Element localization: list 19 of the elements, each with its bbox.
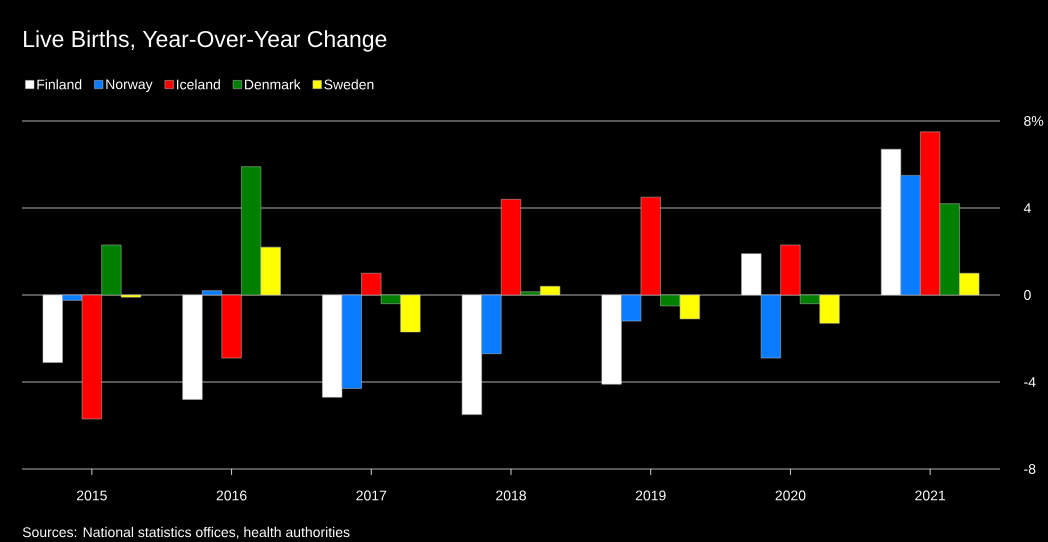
y-tick-label: -8 xyxy=(1024,464,1036,474)
x-tick-label: 2016 xyxy=(216,490,247,501)
x-tick-label: 2017 xyxy=(356,490,387,501)
y-tick-label: 4 xyxy=(1023,203,1031,213)
y-tick-label: -4 xyxy=(1024,377,1036,387)
x-tick-label: 2015 xyxy=(77,490,107,501)
source-note: Sources: National statistics offices, health authorities xyxy=(22,526,350,539)
y-tick-label: 8% xyxy=(1024,116,1044,126)
legend-label: Iceland xyxy=(176,79,220,90)
x-tick-label: 2018 xyxy=(496,490,526,501)
chart-title: Live Births, Year-Over-Year Change xyxy=(24,30,387,52)
x-tick-label: 2019 xyxy=(635,490,666,501)
x-tick-label: 2020 xyxy=(775,490,806,501)
legend-label: Sweden xyxy=(324,79,374,90)
legend-label: Finland xyxy=(37,79,82,90)
legend-label: Denmark xyxy=(245,79,301,90)
x-tick-label: 2021 xyxy=(915,490,946,501)
y-tick-label: 0 xyxy=(1024,290,1031,300)
legend-label: Norway xyxy=(106,79,153,92)
